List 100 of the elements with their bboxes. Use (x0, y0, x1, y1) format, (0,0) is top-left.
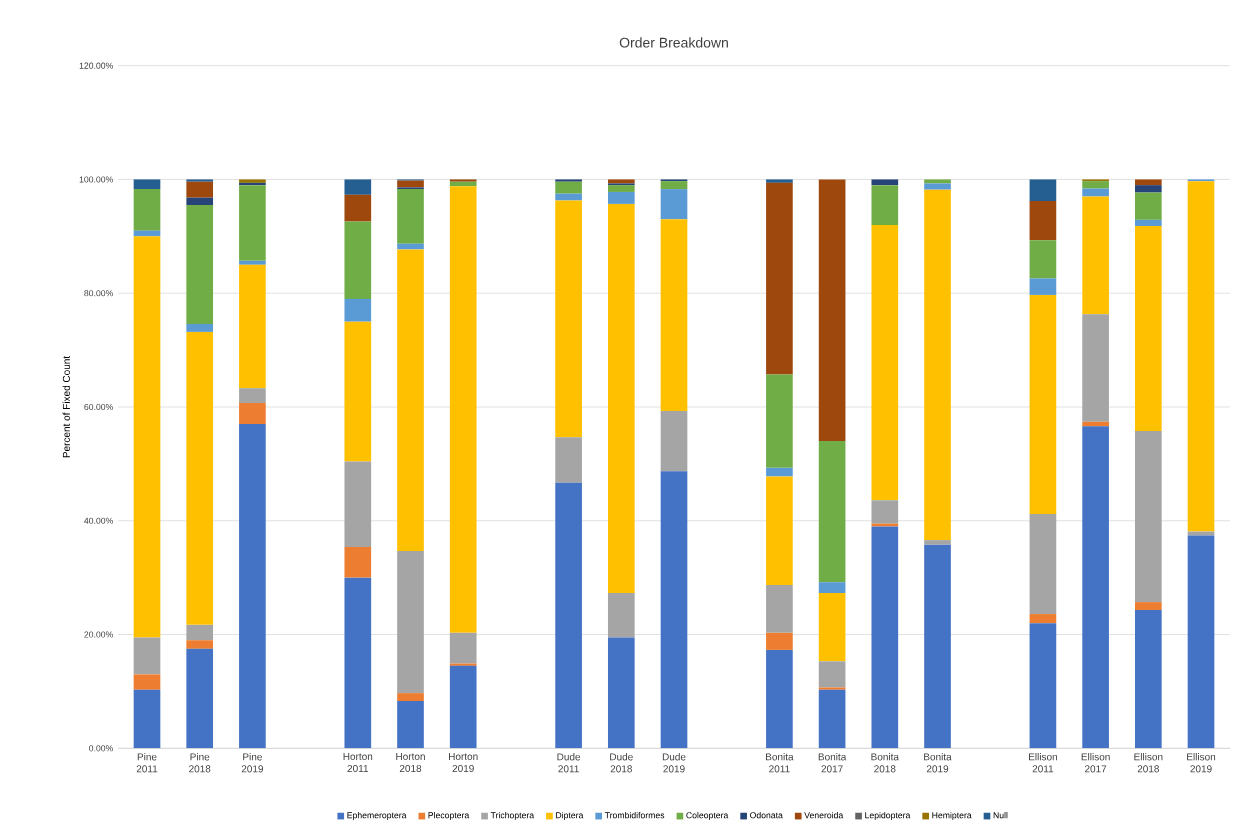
bar (818, 593, 846, 662)
bar (607, 637, 635, 749)
bar (1187, 535, 1215, 749)
x-tick-label: Bonita 2019 (924, 753, 952, 773)
x-tick-label: Bonita 2011 (766, 753, 794, 773)
bar (344, 298, 372, 322)
legend-label: Trombidiformes (604, 811, 665, 819)
bar (239, 185, 266, 261)
bar (344, 194, 372, 222)
y-axis-title: Percent of Fixed Count (62, 355, 70, 458)
bar (660, 471, 688, 749)
x-tick-label: Dude 2011 (557, 753, 581, 773)
bar (239, 264, 266, 389)
bar (766, 179, 793, 183)
bar (818, 441, 846, 583)
bar (818, 582, 846, 594)
bar (1029, 513, 1057, 615)
legend-label: Coleoptera (686, 811, 729, 821)
y-tick-label: 20.00% (84, 631, 113, 638)
bar (607, 179, 635, 184)
x-tick-label: Ellison 2019 (1187, 753, 1216, 773)
bar (344, 546, 372, 578)
y-tick-label: 0.00% (89, 745, 113, 752)
bar (186, 331, 214, 625)
bar (924, 183, 951, 190)
bar (239, 403, 266, 425)
legend-label: Hemiptera (932, 811, 972, 821)
bar (133, 236, 161, 638)
bar (186, 624, 214, 641)
bar (1029, 201, 1057, 241)
bar (1134, 219, 1162, 227)
bar (818, 661, 846, 688)
y-tick-label: 40.00% (84, 517, 113, 524)
bar (344, 179, 372, 195)
bar (1134, 602, 1162, 611)
y-tick-label: 120.00% (79, 62, 113, 69)
bar (239, 260, 266, 265)
bar (1134, 226, 1162, 431)
bar (871, 500, 899, 524)
legend-label: Diptera (556, 811, 584, 821)
bar (133, 689, 161, 749)
bar (766, 467, 793, 477)
x-tick-label: Pine 2019 (241, 753, 264, 773)
bar (1082, 188, 1109, 197)
bar (1134, 430, 1162, 603)
bar (1082, 314, 1109, 422)
bar (766, 649, 793, 749)
x-tick-label: Horton 2018 (396, 753, 425, 773)
bar (186, 197, 214, 206)
bar (397, 550, 424, 694)
legend-label: Ephemeroptera (347, 811, 407, 821)
bar (186, 640, 214, 649)
x-tick-label: Ellison 2017 (1081, 753, 1110, 773)
bar (1029, 179, 1057, 202)
bar (766, 632, 793, 650)
x-tick-label: Horton 2019 (449, 753, 478, 773)
bar (607, 191, 635, 204)
bar (1134, 185, 1162, 193)
legend-label: Odonata (750, 811, 783, 819)
bar (924, 189, 951, 541)
bar (766, 182, 793, 375)
bar (660, 189, 688, 220)
bar (449, 632, 477, 664)
bar (1082, 196, 1109, 315)
bar (766, 374, 793, 468)
x-tick-label: Pine 2011 (136, 753, 158, 773)
bar (871, 185, 899, 225)
bar (660, 219, 688, 411)
bar (766, 476, 793, 586)
bar (239, 424, 266, 749)
bar (818, 179, 846, 442)
bar (1134, 179, 1162, 186)
y-tick-label: 100.00% (79, 176, 113, 183)
y-tick-label: 60.00% (84, 403, 113, 411)
bar (1029, 614, 1057, 624)
bar (133, 674, 161, 690)
x-tick-label: Ellison 2018 (1134, 753, 1163, 773)
bar (1082, 181, 1109, 189)
bar (607, 185, 635, 192)
bar (555, 179, 582, 182)
bar (186, 648, 214, 749)
bar (818, 689, 846, 749)
bar (397, 189, 424, 244)
bar (397, 693, 424, 702)
y-tick-label: 80.00% (84, 290, 113, 297)
bar (133, 179, 161, 190)
bar (766, 585, 793, 633)
bar (555, 181, 582, 194)
legend-label: Null (993, 811, 1008, 819)
bar (924, 544, 951, 749)
bar (449, 179, 477, 182)
bar (1029, 294, 1057, 514)
bar (555, 437, 582, 483)
chart-title: Order Breakdown (619, 37, 728, 48)
x-tick-label: Bonita 2018 (871, 753, 899, 773)
legend-label: Plecoptera (428, 811, 470, 821)
bar (133, 637, 161, 675)
bar (555, 200, 582, 438)
bar (186, 181, 214, 198)
bar (1187, 181, 1215, 532)
